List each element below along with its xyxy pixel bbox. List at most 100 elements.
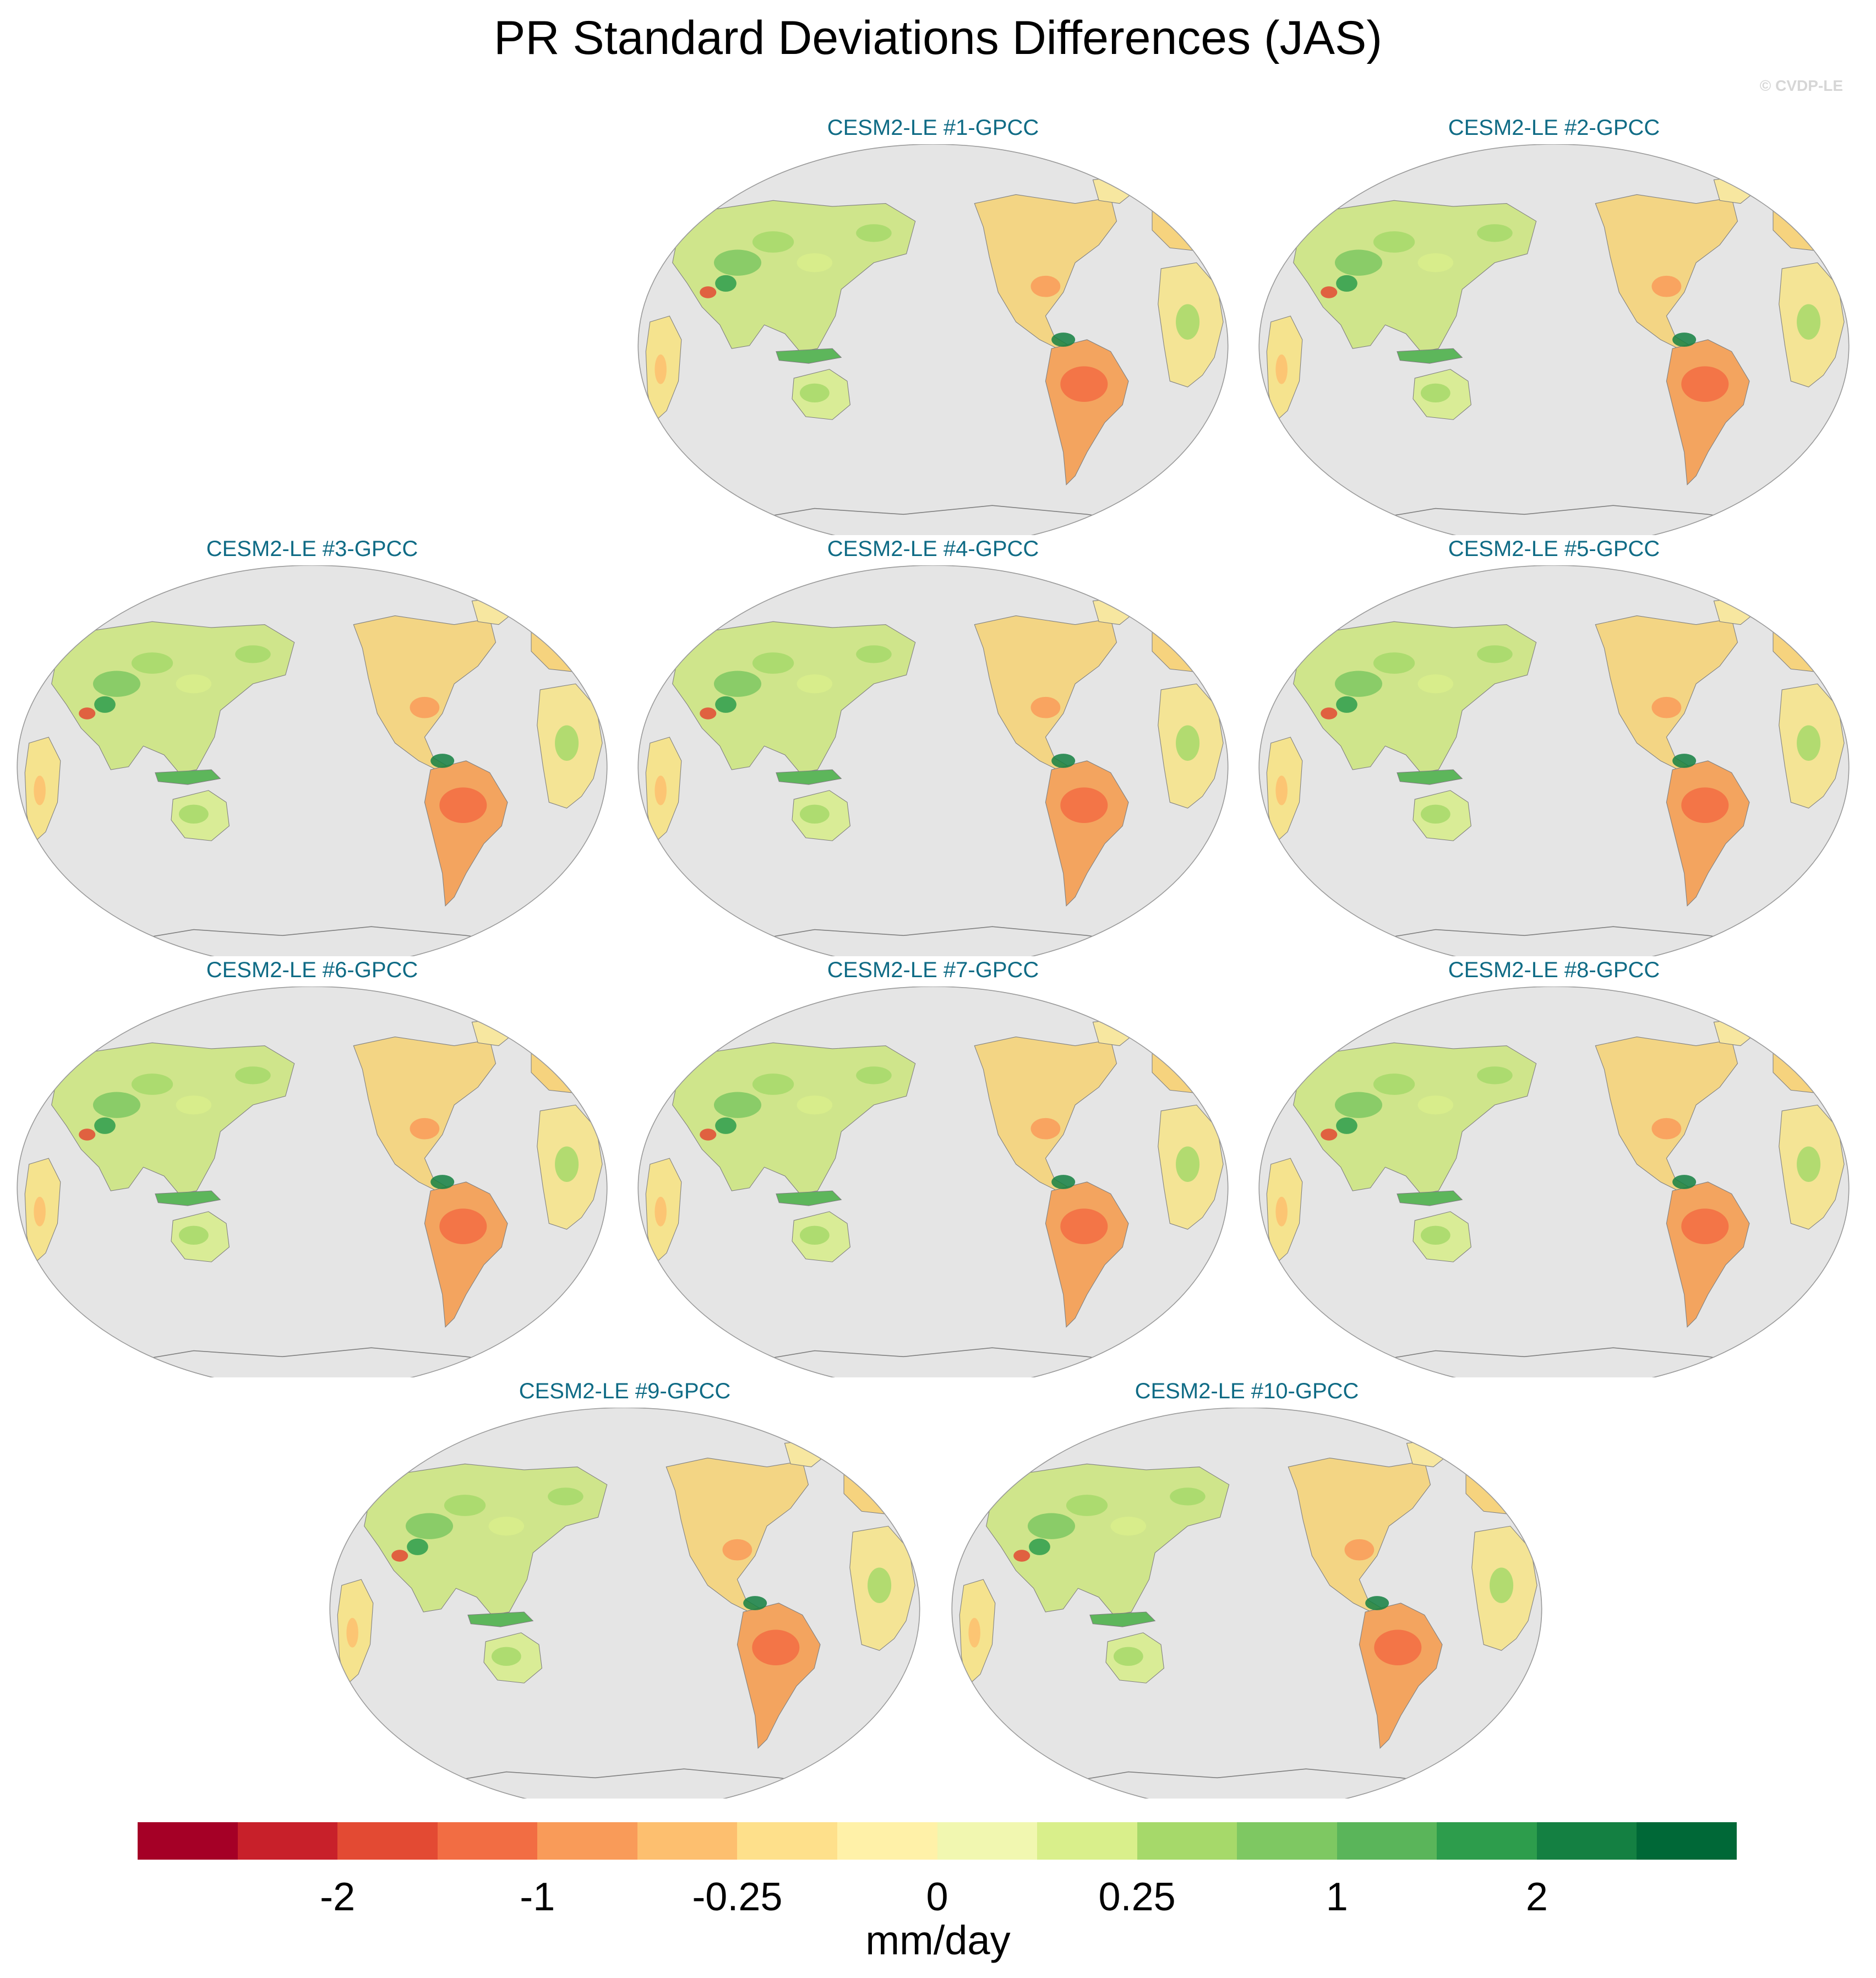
anomaly-patch [655, 355, 667, 384]
anomaly-patch [1060, 787, 1108, 823]
anomaly-patch [176, 1096, 212, 1114]
anomaly-patch [700, 1129, 716, 1141]
anomaly-patch [968, 1618, 980, 1648]
anomaly-patch [235, 1066, 271, 1084]
anomaly-patch [1335, 249, 1382, 275]
world-map [628, 144, 1239, 535]
anomaly-patch [797, 1096, 833, 1114]
anomaly-patch [800, 805, 830, 824]
map-panel: CESM2-LE #5-GPCC [1248, 537, 1859, 961]
anomaly-patch [752, 652, 794, 674]
anomaly-patch [1373, 231, 1415, 253]
colorbar-box [1237, 1822, 1337, 1860]
world-map [1248, 987, 1859, 1377]
colorbar-box [337, 1822, 438, 1860]
anomaly-patch [406, 1513, 453, 1539]
panel-title: CESM2-LE #2-GPCC [1248, 116, 1859, 140]
watermark: © CVDP-LE [1760, 77, 1843, 95]
anomaly-patch [800, 384, 830, 402]
anomaly-patch [1013, 1550, 1030, 1562]
panel-title: CESM2-LE #5-GPCC [1248, 537, 1859, 562]
anomaly-patch [132, 1074, 173, 1095]
anomaly-patch [1652, 1118, 1682, 1140]
anomaly-patch [1275, 355, 1288, 384]
anomaly-patch [1418, 253, 1454, 272]
anomaly-patch [1028, 1513, 1075, 1539]
anomaly-patch [1652, 697, 1682, 718]
world-map [1248, 565, 1859, 956]
anomaly-patch [1681, 1208, 1728, 1244]
anomaly-patch [700, 286, 716, 298]
anomaly-patch [714, 1092, 761, 1118]
anomaly-patch [79, 1129, 95, 1141]
colorbar-box [537, 1822, 637, 1860]
anomaly-patch [1321, 707, 1337, 720]
anomaly-patch [1797, 1146, 1820, 1182]
anomaly-patch [1051, 754, 1075, 768]
anomaly-patch [752, 1630, 799, 1665]
anomaly-patch [1336, 275, 1357, 292]
anomaly-patch [714, 671, 761, 696]
anomaly-patch [715, 275, 737, 292]
world-map [941, 1408, 1552, 1799]
anomaly-patch [1335, 671, 1382, 696]
anomaly-patch [1031, 1118, 1061, 1140]
anomaly-patch [1672, 333, 1696, 347]
map-panel: CESM2-LE #8-GPCC [1248, 958, 1859, 1382]
anomaly-patch [555, 725, 579, 761]
colorbar-units: mm/day [0, 1917, 1876, 1964]
anomaly-patch [439, 787, 487, 823]
anomaly-patch [1114, 1647, 1143, 1666]
anomaly-patch [410, 697, 440, 718]
colorbar-box [1037, 1822, 1137, 1860]
anomaly-patch [1321, 1129, 1337, 1141]
map-panel: CESM2-LE #2-GPCC [1248, 116, 1859, 540]
world-map [7, 565, 618, 956]
anomaly-patch [1275, 1197, 1288, 1227]
colorbar-box [737, 1822, 837, 1860]
map-panel: CESM2-LE #6-GPCC [7, 958, 618, 1382]
anomaly-patch [94, 1118, 116, 1134]
anomaly-patch [1051, 333, 1075, 347]
anomaly-patch [444, 1495, 486, 1516]
anomaly-patch [93, 1092, 140, 1118]
anomaly-patch [1672, 1175, 1696, 1189]
anomaly-patch [1176, 725, 1199, 761]
map-panel: CESM2-LE #3-GPCC [7, 537, 618, 961]
anomaly-patch [1421, 1226, 1450, 1245]
anomaly-patch [1336, 1118, 1357, 1134]
anomaly-patch [797, 253, 833, 272]
anomaly-patch [1176, 1146, 1199, 1182]
map-panel: CESM2-LE #7-GPCC [628, 958, 1239, 1382]
anomaly-patch [179, 1226, 209, 1245]
world-map [7, 987, 618, 1377]
anomaly-patch [856, 1066, 892, 1084]
anomaly-patch [439, 1208, 487, 1244]
anomaly-patch [1170, 1487, 1206, 1505]
panel-title: CESM2-LE #3-GPCC [7, 537, 618, 562]
map-panel: CESM2-LE #10-GPCC [941, 1379, 1552, 1803]
figure-title: PR Standard Deviations Differences (JAS) [0, 11, 1876, 66]
anomaly-patch [1373, 652, 1415, 674]
anomaly-patch [346, 1618, 358, 1648]
anomaly-patch [1373, 1074, 1415, 1095]
anomaly-patch [715, 696, 737, 713]
anomaly-patch [548, 1487, 583, 1505]
panel-title: CESM2-LE #7-GPCC [628, 958, 1239, 983]
anomaly-patch [1321, 286, 1337, 298]
anomaly-patch [1345, 1539, 1375, 1561]
anomaly-patch [489, 1517, 525, 1535]
panel-title: CESM2-LE #4-GPCC [628, 537, 1239, 562]
map-panel: CESM2-LE #9-GPCC [319, 1379, 930, 1803]
anomaly-patch [868, 1567, 891, 1603]
anomaly-patch [34, 1197, 46, 1227]
anomaly-patch [1060, 1208, 1108, 1244]
anomaly-patch [723, 1539, 752, 1561]
world-map [319, 1408, 930, 1799]
map-panel: CESM2-LE #4-GPCC [628, 537, 1239, 961]
colorbar-box [238, 1822, 338, 1860]
colorbar-box [1437, 1822, 1537, 1860]
anomaly-patch [94, 696, 116, 713]
colorbar-tick-label: 1 [1326, 1875, 1348, 1920]
colorbar-box [937, 1822, 1038, 1860]
